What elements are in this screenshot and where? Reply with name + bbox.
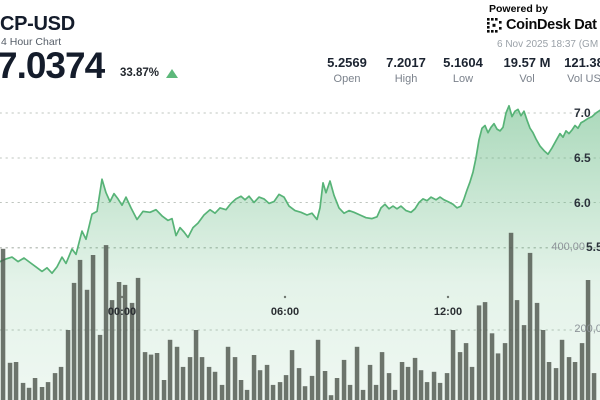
- stat-open: 5.2569 Open: [312, 55, 382, 85]
- coindesk-brand-link[interactable]: CoinDesk Dat: [487, 17, 597, 33]
- stat-label: Vol US: [567, 73, 600, 85]
- price-line: [0, 104, 600, 275]
- coindesk-logo-icon: [487, 17, 502, 33]
- stat-label: Open: [333, 73, 361, 85]
- price-change-percent: 33.87%: [120, 67, 160, 79]
- stat-value: 121.38: [564, 55, 600, 70]
- stat-value: 7.2017: [386, 55, 426, 70]
- stat-label: Vol: [519, 73, 535, 85]
- chart-timestamp: 6 Nov 2025 18:37 (GM: [497, 39, 599, 50]
- stat-label: Low: [452, 73, 474, 85]
- stat-value: 5.2569: [327, 55, 367, 70]
- up-arrow-icon: [166, 68, 179, 78]
- price-area-fill: [0, 105, 600, 400]
- stat-volume-usd: 121.38 Vol US: [549, 55, 600, 85]
- powered-by-label: Powered by: [489, 3, 548, 15]
- stat-low: 5.1604 Low: [428, 55, 498, 85]
- stat-value: 5.1604: [443, 55, 483, 70]
- instrument-symbol: CP-USD: [0, 13, 75, 35]
- stat-high: 7.2017 High: [371, 55, 441, 85]
- current-price: 7.0374: [0, 45, 105, 86]
- x-axis-tick-dots: [120, 295, 450, 299]
- stat-label: High: [394, 73, 418, 85]
- timeframe-label: 4 Hour Chart: [1, 36, 62, 48]
- price-change: 33.87%: [120, 67, 179, 79]
- stat-volume: 19.57 M Vol: [492, 55, 562, 85]
- coindesk-brand-name: CoinDesk Dat: [506, 17, 597, 33]
- volume-bars: [0, 232, 597, 400]
- stat-value: 19.57 M: [503, 55, 551, 70]
